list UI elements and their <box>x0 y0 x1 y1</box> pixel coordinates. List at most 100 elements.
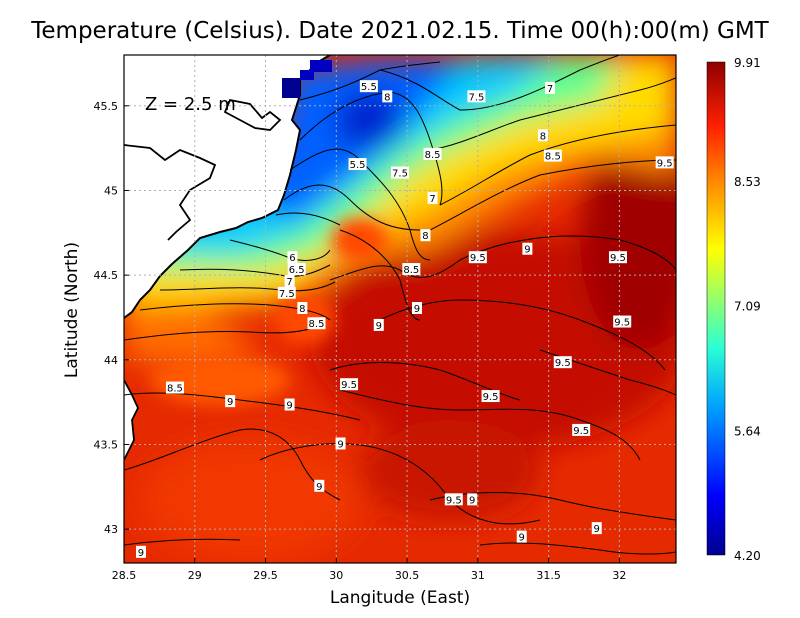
x-tick-label: 32 <box>612 569 626 582</box>
svg-text:9: 9 <box>519 533 525 544</box>
svg-text:9.5: 9.5 <box>341 380 357 391</box>
contour-label: 9.5 <box>444 493 463 506</box>
svg-text:7.5: 7.5 <box>392 169 408 180</box>
y-tick-label: 44.5 <box>94 269 119 282</box>
svg-text:9.5: 9.5 <box>657 158 673 169</box>
contour-label: 9 <box>284 398 295 412</box>
svg-text:8.5: 8.5 <box>403 265 419 276</box>
svg-text:8.5: 8.5 <box>167 384 183 395</box>
contour-label: 7 <box>284 274 295 288</box>
contour-label: 9.5 <box>481 390 500 403</box>
contour-label: 8 <box>420 229 431 242</box>
colorbar-ticks: 9.91 8.53 7.09 5.64 4.20 <box>734 56 761 563</box>
contour-label: 7.5 <box>277 286 296 300</box>
contour-label: 9 <box>522 242 533 256</box>
svg-text:8.5: 8.5 <box>309 319 325 330</box>
contour-label: 9 <box>516 530 527 544</box>
x-axis-ticks: 28.5 29 29.5 30 30.5 31 31.5 32 <box>112 558 626 582</box>
y-tick-label: 45 <box>104 184 118 197</box>
svg-text:8: 8 <box>299 304 305 315</box>
svg-text:9.5: 9.5 <box>470 253 486 264</box>
contour-label: 9 <box>373 318 384 332</box>
svg-text:9.5: 9.5 <box>610 253 626 264</box>
x-tick-label: 28.5 <box>112 569 137 582</box>
x-tick-label: 31.5 <box>536 569 561 582</box>
svg-text:9: 9 <box>227 397 233 408</box>
contour-label: 7.5 <box>391 166 409 180</box>
chart-title: Temperature (Celsius). Date 2021.02.15. … <box>31 18 769 44</box>
svg-text:9: 9 <box>414 304 420 315</box>
svg-text:9: 9 <box>138 548 144 559</box>
y-axis-label: Latitude (North) <box>62 241 82 379</box>
contour-label: 9 <box>411 302 422 315</box>
svg-text:9: 9 <box>524 245 530 256</box>
contour-label: 8.5 <box>402 263 421 276</box>
colorbar <box>706 61 726 556</box>
plot-frame <box>123 54 677 564</box>
colorbar-tick-label: 9.91 <box>734 56 761 70</box>
contour-label: 6 <box>287 251 298 264</box>
contour-label: 9.5 <box>468 251 487 264</box>
svg-text:7: 7 <box>286 277 292 288</box>
svg-text:9: 9 <box>469 495 475 506</box>
svg-text:9: 9 <box>594 524 600 535</box>
contour-label: 5.5 <box>348 158 367 171</box>
svg-text:6.5: 6.5 <box>289 265 305 276</box>
svg-text:8.5: 8.5 <box>425 150 441 161</box>
y-tick-label: 43 <box>104 523 118 536</box>
x-tick-label: 30 <box>329 569 343 582</box>
svg-text:8: 8 <box>384 92 390 103</box>
svg-text:7.5: 7.5 <box>279 289 295 300</box>
y-axis-ticks: 43 43.5 44 44.5 45 45.5 <box>94 100 129 536</box>
colorbar-tick-label: 5.64 <box>734 425 761 439</box>
contour-label: 6.5 <box>287 263 306 276</box>
contour-label: 9 <box>335 437 346 450</box>
x-tick-label: 30.5 <box>395 569 420 582</box>
x-axis-label: Langitude (East) <box>329 588 471 608</box>
contour-label: 9 <box>314 479 325 493</box>
contour-label: 8 <box>537 129 548 142</box>
contour-label: 9.5 <box>613 315 632 329</box>
contour-label: 7 <box>427 191 438 205</box>
contour-label: 9 <box>467 493 478 506</box>
svg-text:9: 9 <box>286 401 292 412</box>
colorbar-tick-label: 8.53 <box>734 175 761 189</box>
svg-text:8.5: 8.5 <box>545 152 561 163</box>
x-tick-label: 31 <box>471 569 485 582</box>
contour-label: 9.5 <box>572 423 591 437</box>
y-tick-label: 45.5 <box>94 100 119 113</box>
contour-label: 8 <box>382 90 393 103</box>
contour-label: 9 <box>225 395 236 408</box>
contour-label: 8.5 <box>307 317 326 330</box>
svg-text:7.5: 7.5 <box>468 92 484 103</box>
contour-label: 7 <box>545 81 556 95</box>
contour-label: 8.5 <box>165 381 184 395</box>
svg-text:7: 7 <box>547 84 553 95</box>
contour-label: 9 <box>135 545 146 559</box>
svg-text:9.5: 9.5 <box>573 426 589 437</box>
depth-label: Z = 2.5 m <box>145 94 236 115</box>
svg-text:9.5: 9.5 <box>446 495 462 506</box>
svg-text:9: 9 <box>337 439 343 450</box>
contour-label: 8 <box>297 302 308 315</box>
contour-label: 9 <box>591 522 602 535</box>
svg-text:5.5: 5.5 <box>350 160 366 171</box>
svg-text:9: 9 <box>316 482 322 493</box>
contour-label: 9.5 <box>553 356 572 369</box>
colorbar-tick-label: 7.09 <box>734 299 761 313</box>
x-tick-label: 29 <box>188 569 202 582</box>
svg-text:8: 8 <box>540 131 546 142</box>
svg-text:5.5: 5.5 <box>361 82 377 93</box>
contour-label: 9.5 <box>655 156 674 169</box>
grid-lines <box>124 55 676 563</box>
contour-label: 7.5 <box>467 90 486 103</box>
isotherm-contours <box>124 55 676 555</box>
svg-text:9.5: 9.5 <box>555 358 571 369</box>
svg-text:9.5: 9.5 <box>614 318 630 329</box>
contour-label: 8.5 <box>543 149 562 163</box>
svg-text:9: 9 <box>376 321 382 332</box>
colorbar-tick-label: 4.20 <box>734 549 761 563</box>
svg-text:9.5: 9.5 <box>483 392 499 403</box>
